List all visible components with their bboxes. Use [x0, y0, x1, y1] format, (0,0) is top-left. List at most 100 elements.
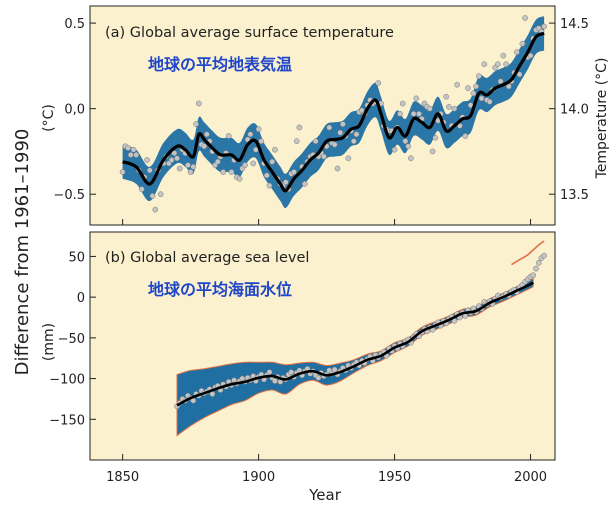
- temperature-point: [272, 146, 278, 153]
- temperature-point: [130, 146, 137, 153]
- temperature-point: [282, 179, 289, 186]
- temperature-point: [429, 148, 436, 155]
- temperature-point: [331, 141, 338, 148]
- temperature-point: [405, 143, 412, 150]
- temperature-label-jp: 地球の平均地表気温: [148, 55, 292, 74]
- panel-temperature-background: [90, 6, 555, 225]
- temperature-point: [465, 85, 471, 91]
- temperature-point: [462, 133, 469, 139]
- sea-level-ylabel: (mm): [41, 323, 57, 361]
- temperature-title: (a) Global average surface temperature: [105, 25, 394, 41]
- temperature-x-ticks: [122, 219, 532, 225]
- temperature-point: [171, 150, 178, 156]
- temperature-point: [516, 71, 523, 78]
- temperature-point: [451, 105, 458, 112]
- temperature-point: [337, 129, 344, 136]
- sea-level-uncertainty-band: [176, 277, 534, 437]
- temperature-point: [500, 52, 507, 59]
- sea-level-line-path: [176, 281, 535, 407]
- temperature-point: [247, 131, 254, 138]
- temperature-point: [334, 165, 341, 172]
- temperature-point: [214, 158, 221, 165]
- temperature-point: [220, 169, 227, 175]
- temperature-point: [541, 23, 547, 30]
- temperature-point: [473, 83, 479, 90]
- sea-level-point: [288, 369, 295, 375]
- temperature-point: [152, 206, 159, 213]
- panel-sea-level-frame: [89, 231, 556, 461]
- temperature-point: [244, 136, 251, 143]
- temperature-point: [293, 138, 300, 145]
- sea-level-point: [315, 374, 322, 381]
- temperature-smoothed-line: [122, 31, 545, 193]
- sea-level-label-jp: 地球の平均海面水位: [148, 280, 292, 299]
- temperature-point: [263, 172, 270, 179]
- temperature-point: [236, 175, 243, 182]
- temperature-ylabel: (°C): [41, 104, 57, 132]
- temperature-point: [505, 83, 512, 90]
- sea-level-point: [533, 265, 539, 272]
- x-tick-label: 1850: [106, 470, 139, 485]
- sea-level-point: [331, 366, 338, 373]
- temperature-point: [133, 152, 140, 158]
- temperature-point: [185, 162, 191, 168]
- panel-sea-level: 50 0 −50 −100 −150 1850 1900 1950 2000 (b) Glob…: [41, 231, 556, 485]
- temperature-point: [242, 162, 248, 168]
- temperature-point: [375, 80, 382, 86]
- x-tick-label: 1900: [242, 470, 275, 485]
- temperature-point: [527, 52, 534, 59]
- temperature-point: [397, 110, 403, 117]
- temperature-point: [291, 169, 297, 175]
- temperature-line-path: [122, 31, 545, 193]
- temperature-point: [321, 153, 327, 160]
- temperature-point: [146, 167, 153, 174]
- temperature-point: [201, 143, 208, 150]
- temperature-point: [258, 138, 265, 145]
- temperature-point: [478, 95, 485, 102]
- temperature-point: [149, 193, 156, 199]
- temperature-point: [399, 100, 406, 107]
- sea-level-y-tick-label: −150: [49, 413, 85, 428]
- temperature-point: [187, 169, 194, 175]
- temperature-point: [350, 138, 357, 145]
- temperature-point: [340, 121, 346, 127]
- temperature-point: [486, 98, 493, 105]
- sea-level-satellite-path: [511, 240, 545, 266]
- temperature-y-tick-label: 0,0: [64, 103, 85, 118]
- temperature-point: [470, 90, 477, 97]
- temperature-point: [481, 61, 488, 68]
- temperature-y-axis: 0.5 0,0 −0.5: [53, 17, 96, 203]
- temperature-point: [519, 40, 526, 47]
- sea-level-point: [272, 378, 278, 384]
- temperature-point: [432, 134, 439, 141]
- temperature-point: [176, 165, 183, 172]
- temperature-point: [204, 131, 210, 138]
- temperature-point: [353, 131, 360, 138]
- temperature-y2-tick-label: 13.5: [560, 188, 589, 203]
- temperature-point: [522, 15, 528, 21]
- temperature-y-tick-label: 0.5: [64, 17, 85, 32]
- panel-temperature: 0.5 0,0 −0.5 14.5 14.0 13.5 (a) Global avera…: [41, 5, 610, 226]
- temperature-point: [495, 61, 501, 68]
- sea-level-y-tick-label: 0: [77, 291, 85, 306]
- sea-level-y-axis: 50 0 −50 −100 −150: [49, 250, 96, 428]
- temperature-y2-tick-label: 14.0: [560, 103, 589, 118]
- temperature-point: [476, 73, 482, 79]
- temperature-point: [125, 145, 131, 151]
- sea-level-point: [541, 252, 547, 259]
- temperature-point: [408, 155, 414, 162]
- panel-sea-level-background: [90, 232, 555, 460]
- temperature-point: [446, 104, 452, 110]
- temperature-point: [416, 110, 422, 117]
- temperature-point: [296, 124, 303, 131]
- temperature-point: [255, 126, 262, 133]
- temperature-point: [503, 61, 509, 68]
- temperature-point: [269, 158, 276, 165]
- temperature-point: [190, 163, 197, 170]
- temperature-point: [138, 186, 145, 192]
- temperature-point: [326, 124, 333, 131]
- temperature-point: [174, 155, 180, 162]
- temperature-y2-tick-label: 14.5: [560, 17, 589, 32]
- temperature-point: [454, 81, 460, 88]
